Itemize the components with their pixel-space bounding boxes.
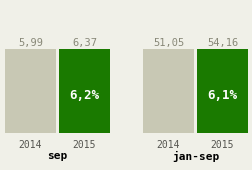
Text: 2014: 2014 <box>19 140 42 150</box>
Text: sep: sep <box>47 151 67 160</box>
Text: 51,05: 51,05 <box>152 38 183 48</box>
Bar <box>5 49 56 133</box>
Bar <box>59 49 110 133</box>
Text: 6,2%: 6,2% <box>69 89 99 102</box>
Text: 54,16: 54,16 <box>206 38 237 48</box>
Text: 2015: 2015 <box>210 140 233 150</box>
Bar <box>196 49 247 133</box>
Text: 6,37: 6,37 <box>72 38 97 48</box>
Text: 5,99: 5,99 <box>18 38 43 48</box>
Text: 2014: 2014 <box>156 140 179 150</box>
Text: 2015: 2015 <box>73 140 96 150</box>
Bar <box>142 49 193 133</box>
Text: 6,1%: 6,1% <box>207 89 237 102</box>
Text: jan-sep: jan-sep <box>171 151 218 162</box>
